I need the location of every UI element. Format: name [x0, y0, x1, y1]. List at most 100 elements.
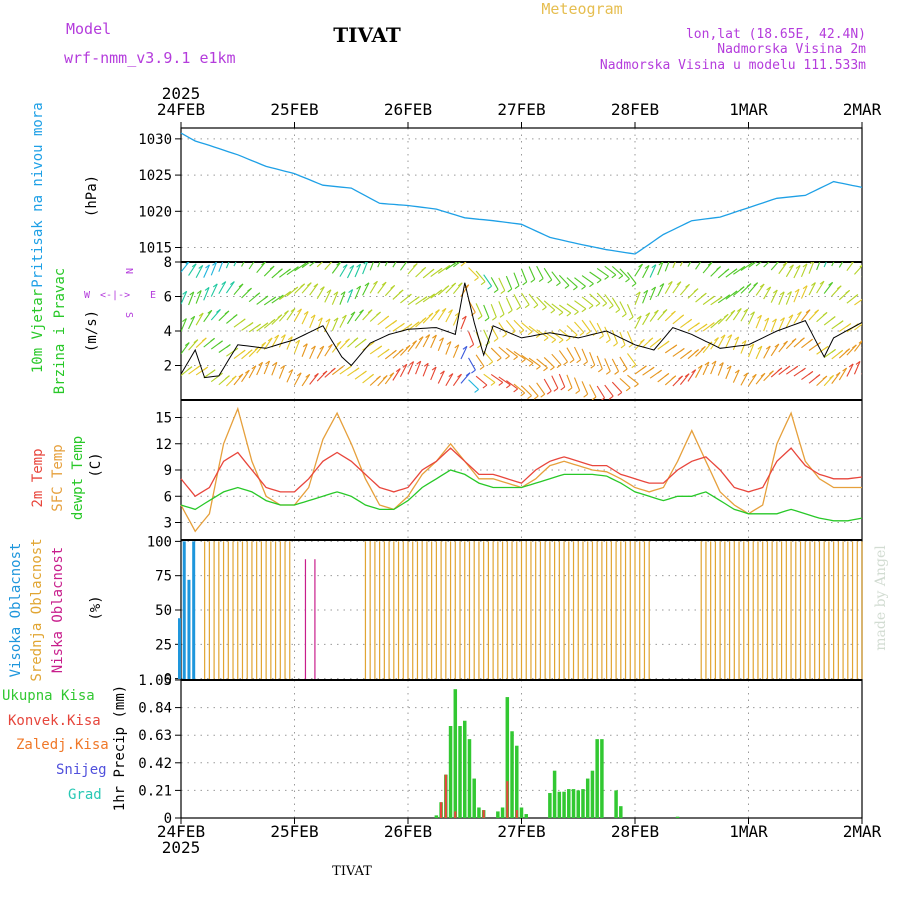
wind-barb-head: [649, 366, 655, 371]
wind-barb-head: [556, 364, 562, 369]
wind-barb-head: [828, 281, 833, 286]
wind-barb-head: [589, 283, 594, 288]
wind-barb: [203, 287, 210, 301]
precip-bar-total: [590, 770, 595, 818]
wind-barb-head: [362, 370, 367, 375]
cloud-tick-label: 25: [155, 637, 172, 653]
wind-barb-head: [454, 344, 460, 349]
wind-tick-label: 2: [164, 359, 172, 375]
wind-barb-head: [535, 334, 541, 339]
wind-barb-head: [398, 289, 404, 294]
wind-barb-head: [822, 311, 828, 316]
wind-barb-head: [564, 285, 570, 289]
wind-barb-head: [317, 317, 323, 322]
wind-barb: [505, 319, 516, 332]
wind-barb-head: [586, 330, 591, 335]
wind-barb-head: [714, 337, 719, 342]
wind-barb: [384, 262, 388, 267]
wind-barb-head: [563, 361, 568, 366]
wind-barb-head: [225, 375, 230, 380]
wind-barb: [770, 289, 778, 303]
wind-barb-head: [732, 290, 738, 295]
wind-barb-head: [634, 383, 639, 388]
wind-barb-head: [846, 323, 852, 327]
wind-barb-head: [751, 373, 757, 378]
precip-tick-label: 0.63: [138, 728, 172, 744]
wind-barb: [604, 384, 614, 397]
wind-barb: [800, 263, 808, 278]
wind-barb: [248, 262, 255, 270]
wind-barb: [286, 336, 293, 350]
wind-barb: [377, 281, 387, 294]
wind-barb: [513, 319, 525, 331]
wind-barb: [838, 262, 844, 268]
wind-barb-head: [644, 265, 650, 269]
wind-barb: [853, 361, 861, 375]
wind-barb: [626, 331, 634, 345]
wind-barb-head: [550, 366, 555, 371]
wind-barb: [301, 343, 308, 357]
wind-barb-head: [658, 262, 664, 266]
wind-barb-head: [765, 345, 771, 350]
wind-barb: [755, 262, 762, 267]
wind-barb: [271, 362, 278, 376]
wind-barb-head: [640, 338, 645, 343]
wind-barb-head: [590, 364, 596, 369]
wind-barb: [596, 292, 608, 304]
wind-barb: [331, 317, 339, 331]
precip-bar-total: [548, 793, 552, 818]
bottom-date-label: 25FEB: [270, 822, 318, 841]
compass-n: N: [123, 268, 134, 274]
wind-barb-head: [319, 286, 325, 291]
wind-barb-head: [418, 336, 424, 341]
wind-barb-head: [474, 389, 479, 393]
precip-bar-total: [472, 778, 476, 818]
compass-w: W: [84, 290, 91, 301]
wind-barb: [294, 372, 302, 386]
wind-barb: [225, 281, 235, 294]
wind-barb-head: [710, 322, 715, 327]
wind-barb-head: [725, 294, 731, 299]
wind-barb-head: [228, 255, 232, 258]
precip-bar-total: [500, 807, 505, 818]
wind-barb-head: [303, 311, 309, 315]
wind-barb-head: [402, 363, 408, 368]
wind-barb-head: [527, 331, 533, 336]
wind-barb: [399, 364, 408, 378]
wind-barb-head: [711, 360, 717, 365]
wind-barb: [369, 262, 375, 271]
panel-grids: [180, 127, 863, 819]
wind-barb: [717, 334, 726, 348]
wind-barb: [506, 347, 518, 358]
wind-barb: [581, 296, 594, 306]
wind-barb-head: [461, 258, 465, 261]
cloud-tick-label: 0: [164, 672, 172, 688]
wind-barb-head: [808, 370, 814, 375]
wind-barb-head: [415, 296, 420, 301]
watermark: made by Angel: [873, 545, 889, 651]
wind-barb-head: [516, 306, 521, 311]
wind-barb: [589, 271, 602, 281]
wind-barb-head: [479, 365, 485, 370]
wind-barb-head: [769, 370, 774, 375]
wind-barb: [536, 265, 544, 279]
wind-barb: [574, 321, 585, 333]
wind-barb: [778, 340, 788, 353]
wind-barb: [574, 300, 587, 310]
wind-barb-head: [870, 296, 874, 299]
wind-barb-head: [674, 255, 678, 258]
cloud-bar-high: [187, 579, 191, 679]
precip-tick-label: 0: [164, 811, 172, 827]
compass-icon: N S W E <-|->: [84, 268, 156, 318]
wind-barb-head: [726, 365, 732, 370]
wind-barb: [452, 373, 462, 386]
wind-barb: [248, 365, 257, 379]
wind-barb-head: [613, 342, 618, 347]
wind-barb-head: [238, 283, 244, 288]
wind-barb-head: [210, 369, 216, 374]
wind-barb: [475, 303, 483, 317]
wind-barb: [543, 378, 552, 392]
pressure-unit: (hPa): [84, 175, 100, 217]
compass-s: S: [123, 312, 134, 318]
wind-barb-head: [717, 318, 722, 323]
